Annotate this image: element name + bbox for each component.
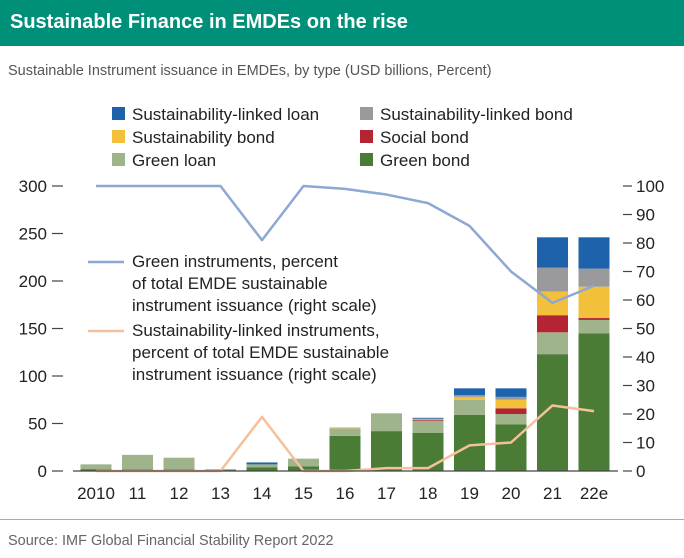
line-annotation-text-0-0: Green instruments, percent [132, 252, 338, 271]
bar-segment-1-12 [578, 319, 610, 334]
bar-segment-5-12 [578, 237, 610, 269]
bar-segment-1-7 [371, 414, 402, 432]
x-tick-label-6: 16 [336, 484, 355, 503]
x-tick-label-3: 13 [211, 484, 230, 503]
bar-segment-3-6 [329, 427, 361, 429]
x-tick-label-5: 15 [294, 484, 313, 503]
left-tick-label-5: 250 [19, 225, 47, 244]
bar-segment-0-12 [578, 333, 610, 471]
x-tick-label-10: 20 [502, 484, 521, 503]
right-tick-label-4: 40 [636, 348, 655, 367]
legend-label-2: Sustainability bond [132, 128, 275, 147]
line-annotation-text-1-0: Sustainability-linked instruments, [132, 321, 380, 340]
bar-segment-1-8 [412, 420, 444, 433]
line-annotation-text-1-1: percent of total EMDE sustainable [132, 343, 389, 362]
x-tick-label-11: 21 [543, 484, 562, 503]
bar-segment-5-9 [454, 388, 485, 395]
legend-label-3: Social bond [380, 128, 469, 147]
x-tick-label-2: 12 [170, 484, 189, 503]
chart-title: Sustainable Finance in EMDEs on the rise [10, 11, 408, 33]
bar-segment-1-10 [495, 414, 527, 425]
bar-segment-1-5 [288, 458, 319, 467]
legend-label-4: Green loan [132, 151, 216, 170]
x-tick-label-12: 22e [580, 484, 608, 503]
legend-swatch-3 [360, 130, 373, 143]
bar-segment-5-11 [537, 237, 568, 268]
bar-segment-3-12 [578, 286, 610, 319]
x-tick-label-9: 19 [460, 484, 479, 503]
bar-segment-4-12 [578, 268, 610, 287]
x-tick-label-8: 18 [419, 484, 438, 503]
chart-canvas: 0 50 100 150 200 250 300 0 10 20 30 40 50 60 70 80 90 100… [19, 105, 665, 503]
bar-segment-1-1 [122, 454, 153, 470]
right-tick-label-5: 50 [636, 320, 655, 339]
x-tick-label-1: 11 [129, 484, 147, 503]
bar-segment-4-11 [537, 267, 568, 292]
right-tick-label-8: 80 [636, 234, 655, 253]
left-tick-label-4: 200 [19, 272, 47, 291]
bar-segment-3-10 [495, 399, 527, 409]
bar-segment-3-9 [454, 396, 485, 400]
x-tick-label-7: 17 [377, 484, 396, 503]
bar-segment-4-9 [454, 395, 485, 397]
bar-segment-0-9 [454, 414, 485, 471]
bar-segment-0-5 [288, 466, 319, 471]
legend-swatch-2 [112, 130, 125, 143]
bar-segment-1-9 [454, 399, 485, 415]
x-tick-label-0: 2010 [77, 484, 115, 503]
bar-segment-0-8 [412, 433, 444, 471]
bar-segment-0-7 [371, 431, 402, 471]
right-tick-label-0: 0 [636, 462, 645, 481]
line-annotation-text-0-1: of total EMDE sustainable [132, 274, 328, 293]
legend-swatch-4 [112, 153, 125, 166]
bar-segment-4-10 [495, 396, 527, 400]
bar-segment-1-11 [537, 332, 568, 355]
left-tick-label-6: 300 [19, 177, 47, 196]
left-tick-label-3: 150 [19, 320, 47, 339]
legend-label-1: Sustainability-linked bond [380, 105, 573, 124]
bar-segment-2-10 [495, 408, 527, 414]
bar-segment-3-8 [412, 418, 444, 420]
bar-segment-2-11 [537, 315, 568, 333]
bar-segment-3-7 [371, 413, 402, 414]
chart-subtitle: Sustainable Instrument issuance in EMDEs… [8, 63, 492, 79]
line-annotation-text-0-2: instrument issuance (right scale) [132, 296, 377, 315]
bar-segment-1-2 [163, 457, 195, 470]
right-tick-label-6: 60 [636, 291, 655, 310]
left-tick-label-1: 50 [28, 415, 47, 434]
right-tick-label-2: 20 [636, 405, 655, 424]
bar-segment-0-11 [537, 354, 568, 471]
bar-segment-5-10 [495, 388, 527, 397]
divider [0, 519, 684, 520]
bar-segment-1-4 [246, 464, 278, 468]
legend-swatch-1 [360, 107, 373, 120]
bar-segment-5-8 [412, 417, 444, 419]
bar-segment-0-4 [246, 467, 278, 471]
left-tick-label-2: 100 [19, 367, 47, 386]
bar-segment-2-8 [412, 419, 444, 421]
bar-segment-1-6 [329, 428, 361, 436]
x-tick-label-4: 14 [253, 484, 272, 503]
legend-swatch-0 [112, 107, 125, 120]
right-tick-label-10: 100 [636, 177, 664, 196]
percent-line-0 [96, 184, 595, 305]
right-tick-label-3: 30 [636, 377, 655, 396]
bar-segment-0-6 [329, 435, 361, 471]
left-tick-label-0: 0 [38, 462, 47, 481]
legend-label-0: Sustainability-linked loan [132, 105, 319, 124]
title-bar: Sustainable Finance in EMDEs on the rise [0, 0, 684, 46]
bar-segment-2-12 [578, 318, 610, 320]
line-annotation-text-1-2: instrument issuance (right scale) [132, 365, 377, 384]
bar-segment-5-4 [246, 462, 278, 465]
right-tick-label-7: 70 [636, 263, 655, 282]
legend-label-5: Green bond [380, 151, 470, 170]
right-tick-label-1: 10 [636, 434, 655, 453]
right-tick-label-9: 90 [636, 206, 655, 225]
bar-segment-1-0 [80, 464, 112, 470]
source-note: Source: IMF Global Financial Stability R… [8, 533, 334, 549]
legend-swatch-5 [360, 153, 373, 166]
